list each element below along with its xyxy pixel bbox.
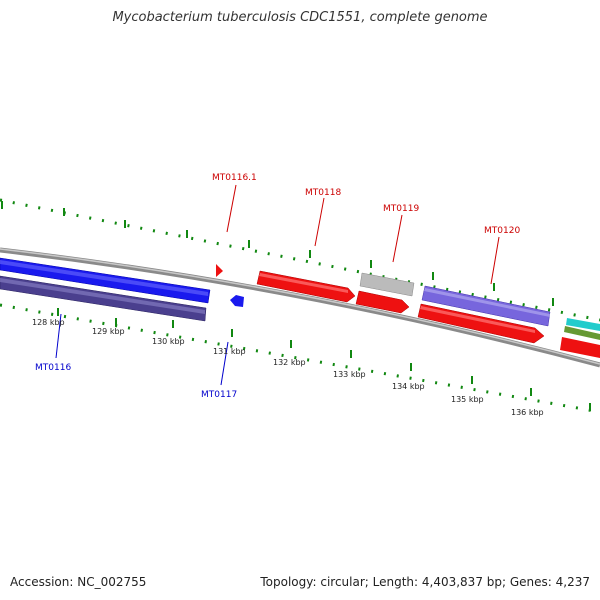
gene-edge-green-bar[interactable] — [564, 326, 600, 340]
gene-label-mt0120[interactable]: MT0120 — [484, 226, 520, 236]
gene-label-mt0117[interactable]: MT0117 — [201, 390, 237, 400]
tick-label: 131 kbp — [213, 347, 246, 356]
inner-ruler — [0, 303, 600, 414]
gene-labels: MT0116.1 MT0118 MT0119 MT0120 MT0116 MT0… — [35, 173, 520, 400]
tick-label: 132 kbp — [273, 358, 306, 367]
genome-summary-text: Topology: circular; Length: 4,403,837 bp… — [260, 575, 590, 589]
gene-label-mt0116-1[interactable]: MT0116.1 — [212, 173, 257, 183]
gene-mt0119-grey-bar[interactable] — [359, 272, 415, 297]
tick-label: 128 kbp — [32, 318, 65, 327]
tick-label: 134 kbp — [392, 382, 425, 391]
tick-label: 136 kbp — [511, 408, 544, 417]
outer-ruler — [0, 198, 600, 322]
gene-label-mt0116[interactable]: MT0116 — [35, 363, 71, 373]
gene-mt0117-arrow[interactable] — [230, 295, 244, 307]
tick-label: 130 kbp — [152, 337, 185, 346]
gene-label-mt0119[interactable]: MT0119 — [383, 204, 419, 214]
gene-label-mt0118[interactable]: MT0118 — [305, 188, 341, 198]
tick-label: 133 kbp — [333, 370, 366, 379]
page-title: Mycobacterium tuberculosis CDC1551, comp… — [112, 10, 488, 25]
gene-mt0116-1-arrow[interactable] — [216, 264, 223, 277]
gene-edge-cyan-bar[interactable] — [566, 318, 600, 331]
genome-backbone — [0, 247, 600, 368]
gene-edge-red-bar[interactable] — [560, 337, 600, 358]
gene-mt0119-red-bar[interactable] — [355, 290, 410, 314]
tick-label: 135 kbp — [451, 395, 484, 404]
tick-label: 129 kbp — [92, 327, 125, 336]
scale-tick-labels: 128 kbp 129 kbp 130 kbp 131 kbp 132 kbp … — [32, 318, 544, 417]
accession-text: Accession: NC_002755 — [10, 575, 147, 589]
